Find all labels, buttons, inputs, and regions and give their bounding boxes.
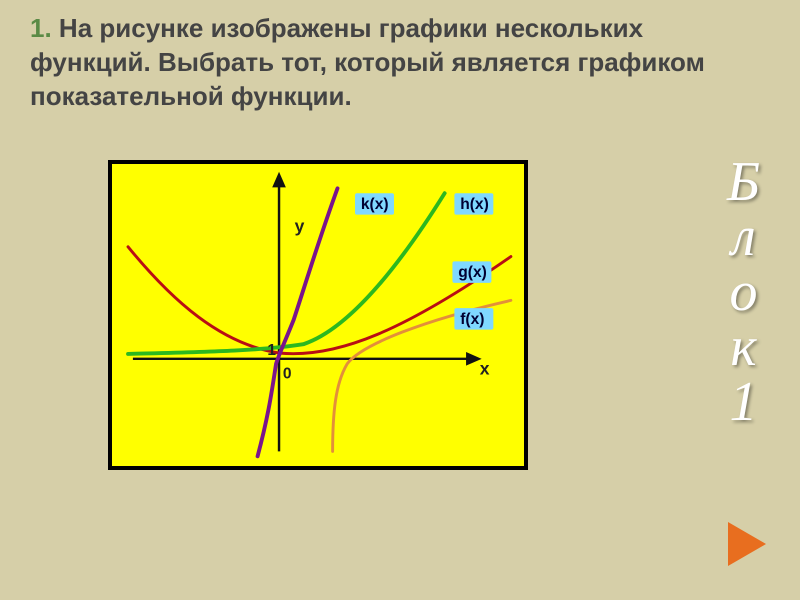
function-chart: y x 1 0 k(x) h(x) g(x) f(x) <box>108 160 528 470</box>
y-axis-label: y <box>295 216 305 236</box>
tick-zero: 0 <box>283 365 292 382</box>
question-body: На рисунке изображены графики нескольких… <box>30 13 705 111</box>
svg-text:f(x): f(x) <box>460 311 484 328</box>
label-g[interactable]: g(x) <box>452 261 491 282</box>
curve-h[interactable] <box>128 193 445 354</box>
svg-text:k(x): k(x) <box>361 196 389 213</box>
label-h[interactable]: h(x) <box>454 193 493 214</box>
svg-text:h(x): h(x) <box>460 196 489 213</box>
y-axis-arrow <box>272 172 286 188</box>
question-text: 1. На рисунке изображены графики несколь… <box>0 0 800 113</box>
side-title: Б л о к 1 <box>727 155 760 429</box>
tick-one: 1 <box>267 342 276 359</box>
question-number: 1. <box>30 13 52 43</box>
label-k[interactable]: k(x) <box>355 193 394 214</box>
next-arrow-button[interactable] <box>728 522 766 566</box>
chart-svg: y x 1 0 k(x) h(x) g(x) f(x) <box>112 164 524 466</box>
label-f[interactable]: f(x) <box>454 308 493 329</box>
x-axis-label: x <box>480 358 490 378</box>
svg-text:g(x): g(x) <box>458 264 487 281</box>
